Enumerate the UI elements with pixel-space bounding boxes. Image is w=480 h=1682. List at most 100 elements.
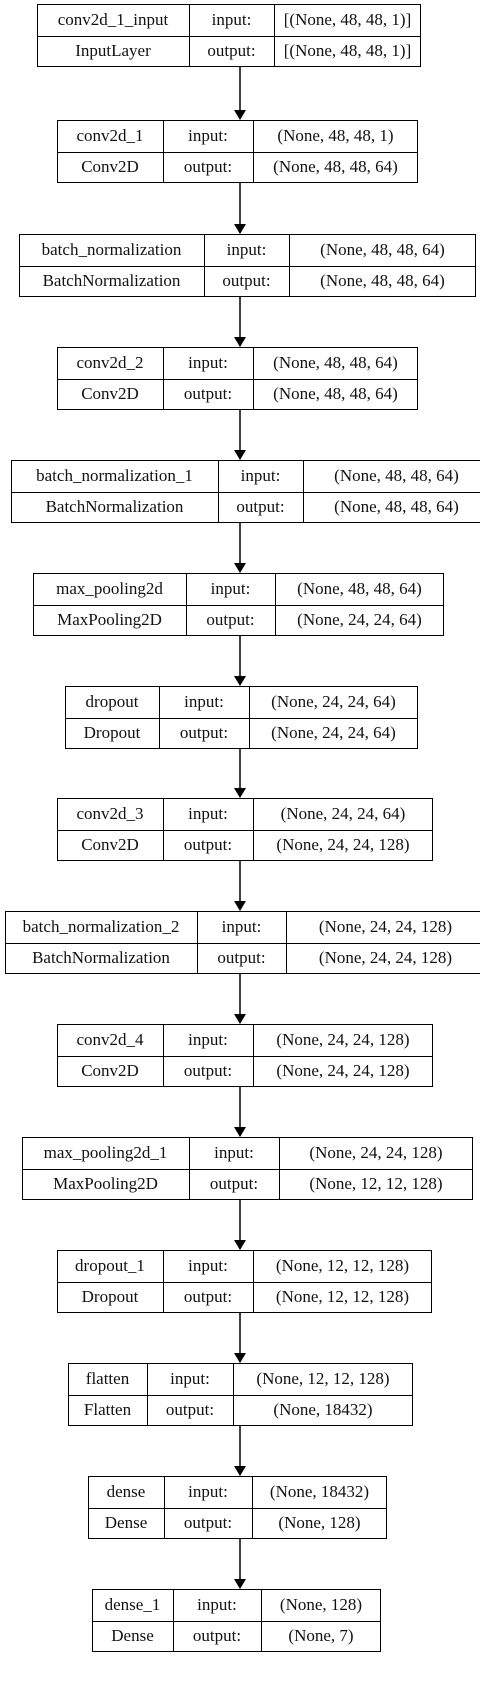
input-label: input: bbox=[197, 1594, 237, 1614]
layer-node-max-pooling2d-1: max_pooling2d_1 input: (None, 24, 24, 128)… bbox=[22, 1137, 473, 1200]
input-label: input: bbox=[188, 803, 228, 823]
layer-node-dropout-1: dropout_1 input: (None, 12, 12, 128) Dropou… bbox=[57, 1250, 432, 1313]
input-label: input: bbox=[210, 578, 251, 598]
input-shape: (None, 24, 24, 64) bbox=[280, 803, 406, 823]
output-shape: (None, 24, 24, 128) bbox=[276, 1061, 410, 1081]
input-label: input: bbox=[170, 1368, 210, 1388]
layer-node-batch-normalization: batch_normalization input: (None, 48, 48, … bbox=[19, 234, 476, 297]
output-label: output: bbox=[183, 1061, 233, 1081]
layer-name: flatten bbox=[85, 1368, 130, 1388]
output-label: output: bbox=[183, 835, 233, 855]
layer-input-row: dense input: (None, 18432) bbox=[88, 1476, 387, 1508]
layer-type: InputLayer bbox=[75, 41, 151, 61]
layer-output-row: Flatten output: (None, 18432) bbox=[68, 1395, 413, 1427]
input-shape: (None, 48, 48, 64) bbox=[297, 578, 422, 598]
layer-name: dense_1 bbox=[104, 1594, 161, 1614]
layer-input-row: conv2d_1_input input: [(None, 48, 48, 1)] bbox=[37, 4, 421, 36]
output-label: output: bbox=[209, 1174, 259, 1194]
layer-type: Dense bbox=[111, 1626, 154, 1646]
input-label: input: bbox=[188, 1029, 228, 1049]
layer-input-row: conv2d_2 input: (None, 48, 48, 64) bbox=[57, 347, 418, 379]
layer-name: max_pooling2d bbox=[56, 578, 163, 598]
input-shape: (None, 12, 12, 128) bbox=[256, 1368, 390, 1388]
output-shape: (None, 24, 24, 128) bbox=[318, 948, 453, 968]
layer-type: Conv2D bbox=[81, 835, 139, 855]
output-shape: (None, 24, 24, 64) bbox=[297, 610, 422, 630]
layer-input-row: conv2d_1 input: (None, 48, 48, 1) bbox=[57, 120, 418, 152]
input-shape: (None, 24, 24, 128) bbox=[309, 1142, 443, 1162]
layer-type: MaxPooling2D bbox=[53, 1174, 158, 1194]
output-shape: (None, 24, 24, 64) bbox=[271, 723, 396, 743]
input-shape: (None, 48, 48, 64) bbox=[273, 352, 398, 372]
layer-name: conv2d_3 bbox=[76, 803, 144, 823]
input-shape: (None, 18432) bbox=[269, 1481, 370, 1501]
output-label: output: bbox=[183, 157, 233, 177]
layer-node-batch-normalization-1: batch_normalization_1 input: (None, 48, 48… bbox=[11, 460, 480, 523]
output-label: output: bbox=[236, 497, 285, 517]
output-label: output: bbox=[207, 41, 256, 61]
input-shape: (None, 24, 24, 128) bbox=[276, 1029, 410, 1049]
input-shape: (None, 48, 48, 64) bbox=[320, 239, 445, 259]
layer-name: max_pooling2d_1 bbox=[43, 1142, 168, 1162]
layer-output-row: BatchNormalization output: (None, 48, 48, … bbox=[19, 266, 476, 298]
output-label: output: bbox=[183, 1287, 233, 1307]
output-label: output: bbox=[192, 1626, 242, 1646]
layer-output-row: MaxPooling2D output: (None, 24, 24, 64) bbox=[33, 605, 444, 637]
output-shape: (None, 48, 48, 64) bbox=[273, 384, 398, 404]
layer-node-flatten: flatten input: (None, 12, 12, 128) Flatten o… bbox=[68, 1363, 413, 1426]
layer-input-row: batch_normalization_1 input: (None, 48, 48… bbox=[11, 460, 480, 492]
output-shape: (None, 12, 12, 128) bbox=[275, 1287, 410, 1307]
layer-output-row: Conv2D output: (None, 48, 48, 64) bbox=[57, 152, 418, 184]
layer-node-dense-1: dense_1 input: (None, 128) Dense output: (Non… bbox=[92, 1589, 381, 1652]
layer-input-row: conv2d_4 input: (None, 24, 24, 128) bbox=[57, 1024, 433, 1056]
output-label: output: bbox=[183, 1513, 233, 1533]
layer-input-row: conv2d_3 input: (None, 24, 24, 64) bbox=[57, 798, 433, 830]
output-shape: (None, 7) bbox=[288, 1626, 354, 1646]
layer-output-row: Conv2D output: (None, 48, 48, 64) bbox=[57, 379, 418, 411]
layer-input-row: batch_normalization input: (None, 48, 48, … bbox=[19, 234, 476, 266]
layer-input-row: dropout input: (None, 24, 24, 64) bbox=[65, 686, 418, 718]
layer-output-row: Dense output: (None, 128) bbox=[88, 1508, 387, 1540]
layer-name: dense bbox=[106, 1481, 146, 1501]
input-shape: [(None, 48, 48, 1)] bbox=[283, 9, 412, 29]
layer-name: dropout_1 bbox=[75, 1255, 145, 1275]
layer-output-row: Dropout output: (None, 12, 12, 128) bbox=[57, 1282, 432, 1314]
layer-input-row: dropout_1 input: (None, 12, 12, 128) bbox=[57, 1250, 432, 1282]
output-shape: (None, 48, 48, 64) bbox=[273, 157, 398, 177]
layer-node-conv2d-4: conv2d_4 input: (None, 24, 24, 128) Conv2D o… bbox=[57, 1024, 433, 1087]
layer-type: BatchNormalization bbox=[45, 497, 184, 517]
output-label: output: bbox=[217, 948, 266, 968]
layer-name: conv2d_1_input bbox=[57, 9, 169, 29]
layer-type: Conv2D bbox=[81, 384, 139, 404]
layer-type: Dropout bbox=[81, 1287, 139, 1307]
layer-name: batch_normalization bbox=[41, 239, 182, 259]
input-label: input: bbox=[221, 916, 262, 936]
output-shape: (None, 12, 12, 128) bbox=[309, 1174, 443, 1194]
input-shape: (None, 128) bbox=[279, 1594, 363, 1614]
input-shape: (None, 24, 24, 64) bbox=[271, 691, 396, 711]
output-shape: (None, 128) bbox=[278, 1513, 361, 1533]
output-shape: (None, 18432) bbox=[273, 1400, 373, 1420]
input-shape: (None, 12, 12, 128) bbox=[275, 1255, 410, 1275]
input-label: input: bbox=[188, 352, 228, 372]
layer-type: Flatten bbox=[83, 1400, 132, 1420]
layer-output-row: InputLayer output: [(None, 48, 48, 1)] bbox=[37, 36, 421, 68]
input-shape: (None, 48, 48, 1) bbox=[277, 125, 394, 145]
output-shape: (None, 48, 48, 64) bbox=[334, 497, 459, 517]
layer-node-conv2d-2: conv2d_2 input: (None, 48, 48, 64) Conv2D ou… bbox=[57, 347, 418, 410]
output-label: output: bbox=[179, 723, 229, 743]
layer-input-row: dense_1 input: (None, 128) bbox=[92, 1589, 381, 1621]
layer-output-row: BatchNormalization output: (None, 24, 24, … bbox=[5, 943, 480, 975]
layer-type: Dense bbox=[104, 1513, 148, 1533]
layer-name: dropout bbox=[85, 691, 139, 711]
layer-node-max-pooling2d: max_pooling2d input: (None, 48, 48, 64) Max… bbox=[33, 573, 444, 636]
layer-node-conv2d-3: conv2d_3 input: (None, 24, 24, 64) Conv2D ou… bbox=[57, 798, 433, 861]
layer-name: batch_normalization_2 bbox=[22, 916, 180, 936]
layer-name: batch_normalization_1 bbox=[36, 465, 193, 485]
layer-output-row: Conv2D output: (None, 24, 24, 128) bbox=[57, 830, 433, 862]
layer-input-row: flatten input: (None, 12, 12, 128) bbox=[68, 1363, 413, 1395]
layer-node-dropout: dropout input: (None, 24, 24, 64) Dropout ou… bbox=[65, 686, 418, 749]
input-label: input: bbox=[188, 1255, 228, 1275]
